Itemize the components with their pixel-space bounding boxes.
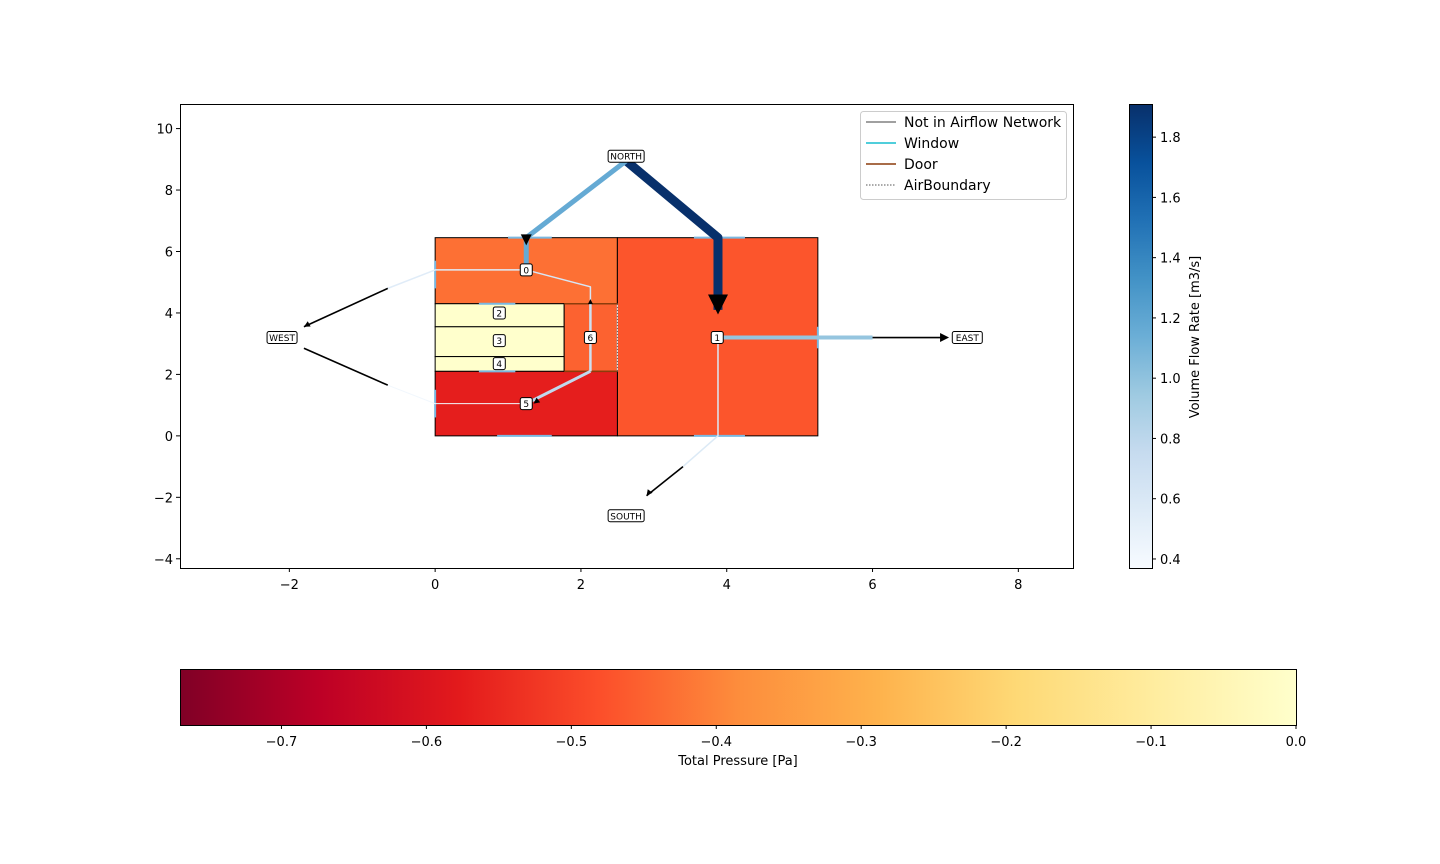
flow-path [623,157,723,310]
zone-label-5-text: 5 [523,400,529,410]
pressure-colorbar-tick-label: −0.4 [700,735,732,750]
flow-arrowhead [646,489,653,496]
pressure-colorbar-tick-label: 0.0 [1286,735,1307,750]
flow-path [387,269,527,290]
outflow-arrow-shaft [646,465,684,497]
zone-label-2-text: 2 [496,309,502,319]
x-tick-label: 0 [431,578,439,593]
zone-label-3-box [492,334,506,348]
flow-arrowhead [940,333,950,343]
y-tick-label: 6 [165,245,173,260]
pressure-colorbar-ticks: −0.7 −0.6 −0.5 −0.4 −0.3 −0.2 −0.1 0.0 [266,725,1307,750]
pressure-colorbar-label: Total Pressure [Pa] [677,754,798,769]
flow-colorbar-tick-label: 0.6 [1160,493,1181,508]
flow-rate-colorbar-gradient [1129,104,1153,569]
outdoor-node-east-text: EAST [956,334,980,344]
flow-rate-colorbar-label: Volume Flow Rate [m3/s] [1188,256,1203,418]
y-axis-ticks: −4 −2 0 2 4 6 8 10 [154,123,180,568]
pressure-colorbar-tick-label: −0.2 [990,735,1022,750]
zone-label-1: 1 [710,331,724,345]
zone-label-6-text: 6 [588,334,594,344]
pressure-colorbar: −0.7 −0.6 −0.5 −0.4 −0.3 −0.2 −0.1 0.0 Total Pr… [180,669,1307,769]
y-tick-label: −4 [154,553,173,568]
flow-paths-layer [303,157,950,497]
zone-label-5: 5 [519,397,533,411]
outdoor-node-west: WEST [266,331,298,345]
outdoor-node-south-text: SOUTH [610,512,642,522]
flow-rate-colorbar: 0.4 0.6 0.8 1.0 1.2 1.4 1.6 1.8 Volume Flow Rat… [1129,104,1203,569]
x-tick-label: 2 [577,578,585,593]
y-tick-label: 8 [165,184,173,199]
legend-box [860,111,1067,200]
flow-colorbar-tick-label: 0.8 [1160,432,1181,447]
node-labels-layer: 0 1 2 3 4 5 6 NORTH SOUTH WEST EAST [266,149,983,523]
pressure-colorbar-gradient [180,669,1297,726]
zone-label-4-box [492,357,506,371]
x-tick-label: 6 [868,578,876,593]
legend: Not in Airflow Network Window Door AirBo… [860,111,1067,200]
zone-label-4: 4 [492,357,506,371]
zone-label-2: 2 [492,306,506,320]
pressure-colorbar-tick-label: −0.3 [845,735,877,750]
main-plot-axes: 0 1 2 3 4 5 6 NORTH SOUTH WEST EAST −2 0 2 4 6 8 −4 −2 0 2… [154,104,1074,593]
flow-colorbar-tick-label: 1.8 [1160,131,1181,146]
pressure-colorbar-tick-label: −0.5 [556,735,588,750]
y-tick-label: 4 [165,307,173,322]
flow-colorbar-tick-label: 1.0 [1160,372,1181,387]
flow-path [387,384,527,405]
x-axis-ticks: −2 0 2 4 6 8 [280,568,1022,593]
flow-arrowhead [303,321,311,327]
outdoor-node-west-box [266,331,298,345]
flow-colorbar-tick-label: 1.6 [1160,191,1181,206]
flow-path [526,269,592,304]
pressure-colorbar-tick-label: −0.1 [1135,735,1167,750]
zone-label-2-box [492,306,506,320]
outdoor-node-south: SOUTH [607,509,645,523]
flow-arrowhead [520,234,532,246]
zone-label-0-box [519,263,533,277]
flow-arrowhead [707,294,728,315]
outflow-arrow-shaft [303,347,389,386]
legend-label-window: Window [904,136,959,152]
flow-colorbar-tick-label: 1.2 [1160,312,1181,327]
outdoor-node-north-box [607,149,645,163]
pressure-colorbar-tick-label: −0.7 [266,735,298,750]
outdoor-node-east-box [951,331,983,345]
x-tick-label: −2 [280,578,299,593]
legend-label-door: Door [904,157,938,173]
pressure-colorbar-tick-label: −0.6 [411,735,443,750]
outdoor-node-north-text: NORTH [610,153,642,163]
flow-colorbar-tick-label: 1.4 [1160,252,1181,267]
outdoor-node-east: EAST [951,331,983,345]
zone-label-3: 3 [492,334,506,348]
y-tick-label: 10 [156,123,173,138]
zone-label-0: 0 [519,263,533,277]
zone-label-1-text: 1 [714,334,720,344]
flow-rate-colorbar-ticks: 0.4 0.6 0.8 1.0 1.2 1.4 1.6 1.8 [1152,131,1181,568]
zone-label-3-text: 3 [496,337,502,347]
zone-label-0-text: 0 [523,266,529,276]
zone-label-6-box [583,331,597,345]
main-axes-frame [180,104,1074,569]
zone-label-1-box [710,331,724,345]
zone-label-4-text: 4 [496,360,502,370]
legend-label-airboundary: AirBoundary [904,178,991,194]
flow-path [682,337,719,468]
legend-label-not-in-network: Not in Airflow Network [904,115,1062,131]
outflow-arrow-shaft [303,287,389,328]
outdoor-node-west-text: WEST [269,334,295,344]
y-tick-label: −2 [154,491,173,506]
zone-label-5-box [519,397,533,411]
outdoor-node-north: NORTH [607,149,645,163]
flow-arrowhead [587,299,593,305]
y-tick-label: 2 [165,368,173,383]
zone-label-6: 6 [583,331,597,345]
x-tick-label: 8 [1014,578,1022,593]
flow-colorbar-tick-label: 0.4 [1160,553,1181,568]
flow-arrowhead [533,397,541,404]
y-tick-label: 0 [165,430,173,445]
x-tick-label: 4 [723,578,731,593]
outdoor-node-south-box [607,509,645,523]
